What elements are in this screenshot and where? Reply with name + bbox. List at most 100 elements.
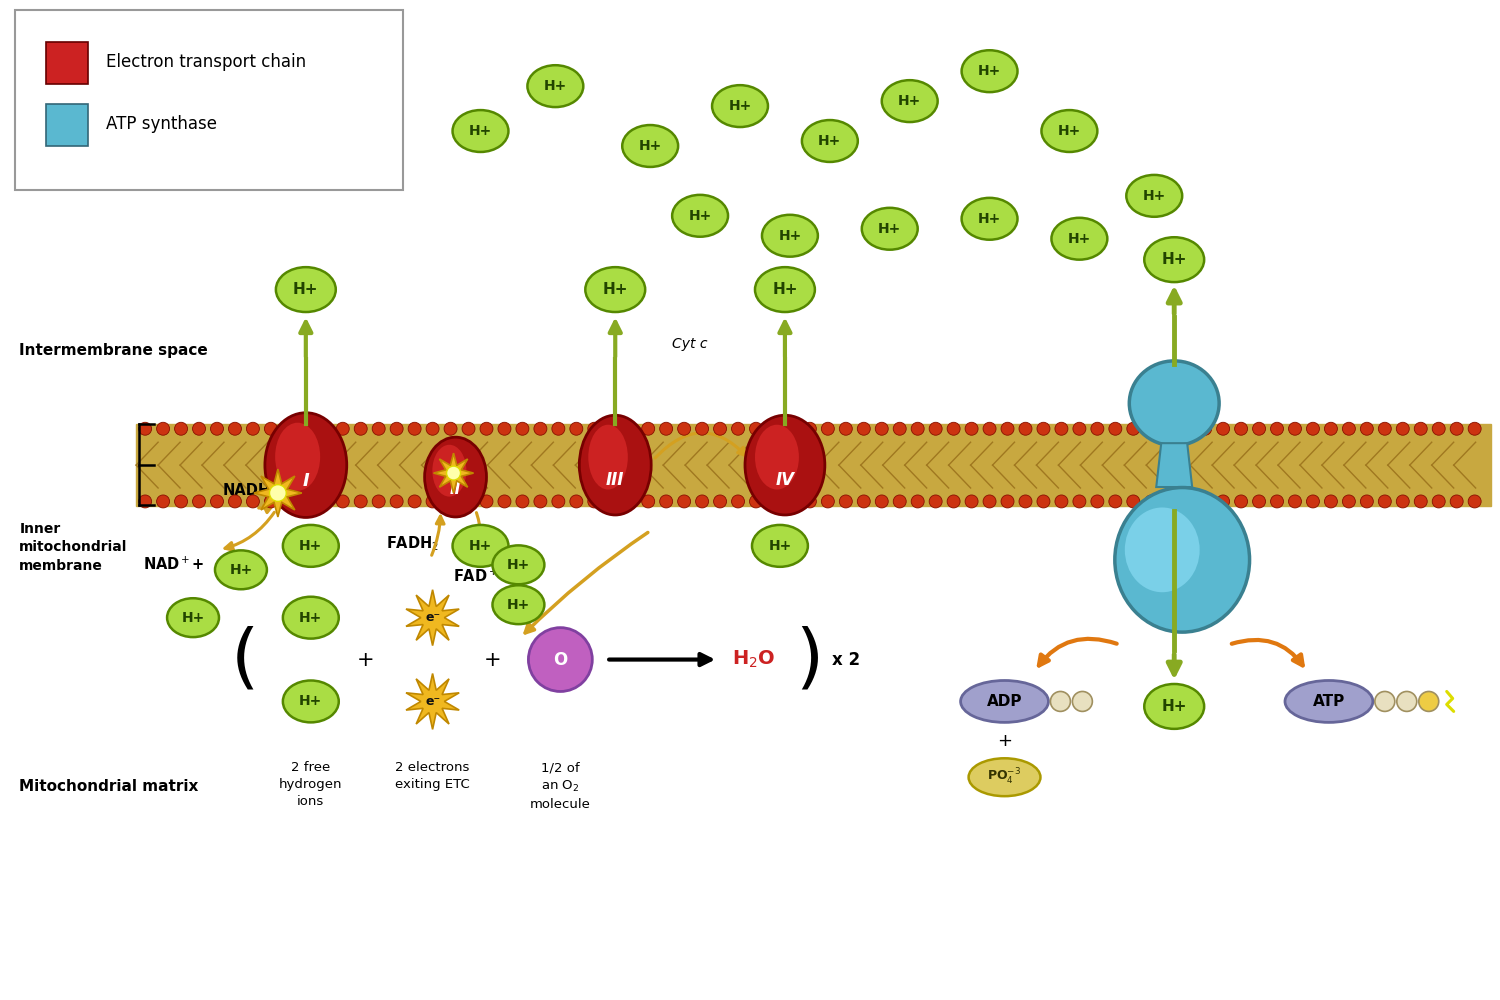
Circle shape	[1342, 422, 1356, 435]
Ellipse shape	[1052, 218, 1107, 260]
Ellipse shape	[492, 585, 544, 624]
Circle shape	[840, 495, 852, 508]
Circle shape	[696, 422, 708, 435]
Circle shape	[1198, 422, 1212, 435]
Text: NADH: NADH	[224, 483, 272, 498]
Text: +: +	[998, 732, 1012, 750]
Circle shape	[282, 422, 296, 435]
Ellipse shape	[1125, 507, 1200, 592]
Circle shape	[714, 422, 726, 435]
Circle shape	[264, 422, 278, 435]
Circle shape	[822, 495, 834, 508]
Circle shape	[1019, 422, 1032, 435]
Text: H+: H+	[507, 598, 530, 612]
Circle shape	[1234, 422, 1248, 435]
Circle shape	[1324, 422, 1338, 435]
Text: H+: H+	[470, 124, 492, 138]
Circle shape	[624, 495, 636, 508]
Circle shape	[210, 495, 224, 508]
Text: H+: H+	[603, 282, 628, 297]
Circle shape	[910, 495, 924, 508]
Text: Inner
mitochondrial
membrane: Inner mitochondrial membrane	[20, 522, 128, 573]
Text: (: (	[231, 625, 260, 694]
Ellipse shape	[712, 85, 768, 127]
Circle shape	[552, 422, 566, 435]
Circle shape	[1288, 422, 1302, 435]
Circle shape	[372, 495, 386, 508]
Ellipse shape	[622, 125, 678, 167]
Text: H+: H+	[298, 611, 322, 625]
Ellipse shape	[1126, 175, 1182, 217]
Polygon shape	[254, 469, 302, 517]
Circle shape	[910, 422, 924, 435]
Bar	[136, 424, 1491, 506]
Text: H+: H+	[507, 558, 530, 572]
Circle shape	[228, 495, 242, 508]
Circle shape	[1234, 495, 1248, 508]
Text: I: I	[303, 472, 309, 490]
Circle shape	[928, 422, 942, 435]
Text: H+: H+	[978, 212, 1000, 226]
Ellipse shape	[960, 680, 1048, 722]
Ellipse shape	[1041, 110, 1098, 152]
Ellipse shape	[802, 120, 858, 162]
Ellipse shape	[962, 50, 1017, 92]
Text: +: +	[483, 650, 501, 670]
Circle shape	[1108, 422, 1122, 435]
Circle shape	[390, 422, 404, 435]
Ellipse shape	[862, 208, 918, 250]
Text: 2 electrons
exiting ETC: 2 electrons exiting ETC	[394, 761, 470, 791]
Circle shape	[516, 495, 530, 508]
Text: ADP: ADP	[987, 694, 1023, 709]
Circle shape	[228, 422, 242, 435]
Text: H+: H+	[729, 99, 752, 113]
Text: H+: H+	[470, 539, 492, 553]
Ellipse shape	[274, 423, 320, 491]
Ellipse shape	[762, 215, 818, 257]
Circle shape	[462, 422, 476, 435]
Circle shape	[1450, 495, 1462, 508]
Circle shape	[1198, 495, 1212, 508]
Circle shape	[1108, 495, 1122, 508]
Circle shape	[946, 422, 960, 435]
Circle shape	[1000, 422, 1014, 435]
Circle shape	[1252, 495, 1266, 508]
Circle shape	[876, 495, 888, 508]
Circle shape	[1468, 495, 1480, 508]
Polygon shape	[433, 453, 474, 493]
Circle shape	[354, 495, 368, 508]
Text: H+: H+	[543, 79, 567, 93]
Text: Mitochondrial matrix: Mitochondrial matrix	[20, 779, 198, 794]
Circle shape	[1270, 422, 1284, 435]
Circle shape	[1450, 422, 1462, 435]
Circle shape	[246, 495, 259, 508]
Circle shape	[1360, 422, 1374, 435]
Circle shape	[588, 422, 602, 435]
Circle shape	[1054, 495, 1068, 508]
Text: H+: H+	[978, 64, 1000, 78]
Ellipse shape	[453, 525, 509, 567]
Text: H$_2$O: H$_2$O	[732, 649, 776, 670]
FancyBboxPatch shape	[46, 42, 88, 84]
Circle shape	[786, 422, 798, 435]
Ellipse shape	[746, 415, 825, 515]
Text: Cyt c: Cyt c	[672, 337, 708, 351]
Circle shape	[714, 495, 726, 508]
Ellipse shape	[962, 198, 1017, 240]
Circle shape	[300, 422, 313, 435]
Circle shape	[210, 422, 224, 435]
Circle shape	[982, 495, 996, 508]
Circle shape	[750, 422, 762, 435]
Circle shape	[982, 422, 996, 435]
Circle shape	[336, 495, 350, 508]
Text: H+: H+	[1058, 124, 1082, 138]
Text: Intermembrane space: Intermembrane space	[20, 343, 208, 358]
Circle shape	[390, 495, 404, 508]
Circle shape	[964, 495, 978, 508]
Text: H+: H+	[1161, 252, 1186, 267]
Circle shape	[678, 422, 690, 435]
Circle shape	[354, 422, 368, 435]
Ellipse shape	[1130, 361, 1220, 446]
Ellipse shape	[752, 525, 808, 567]
Circle shape	[444, 422, 458, 435]
